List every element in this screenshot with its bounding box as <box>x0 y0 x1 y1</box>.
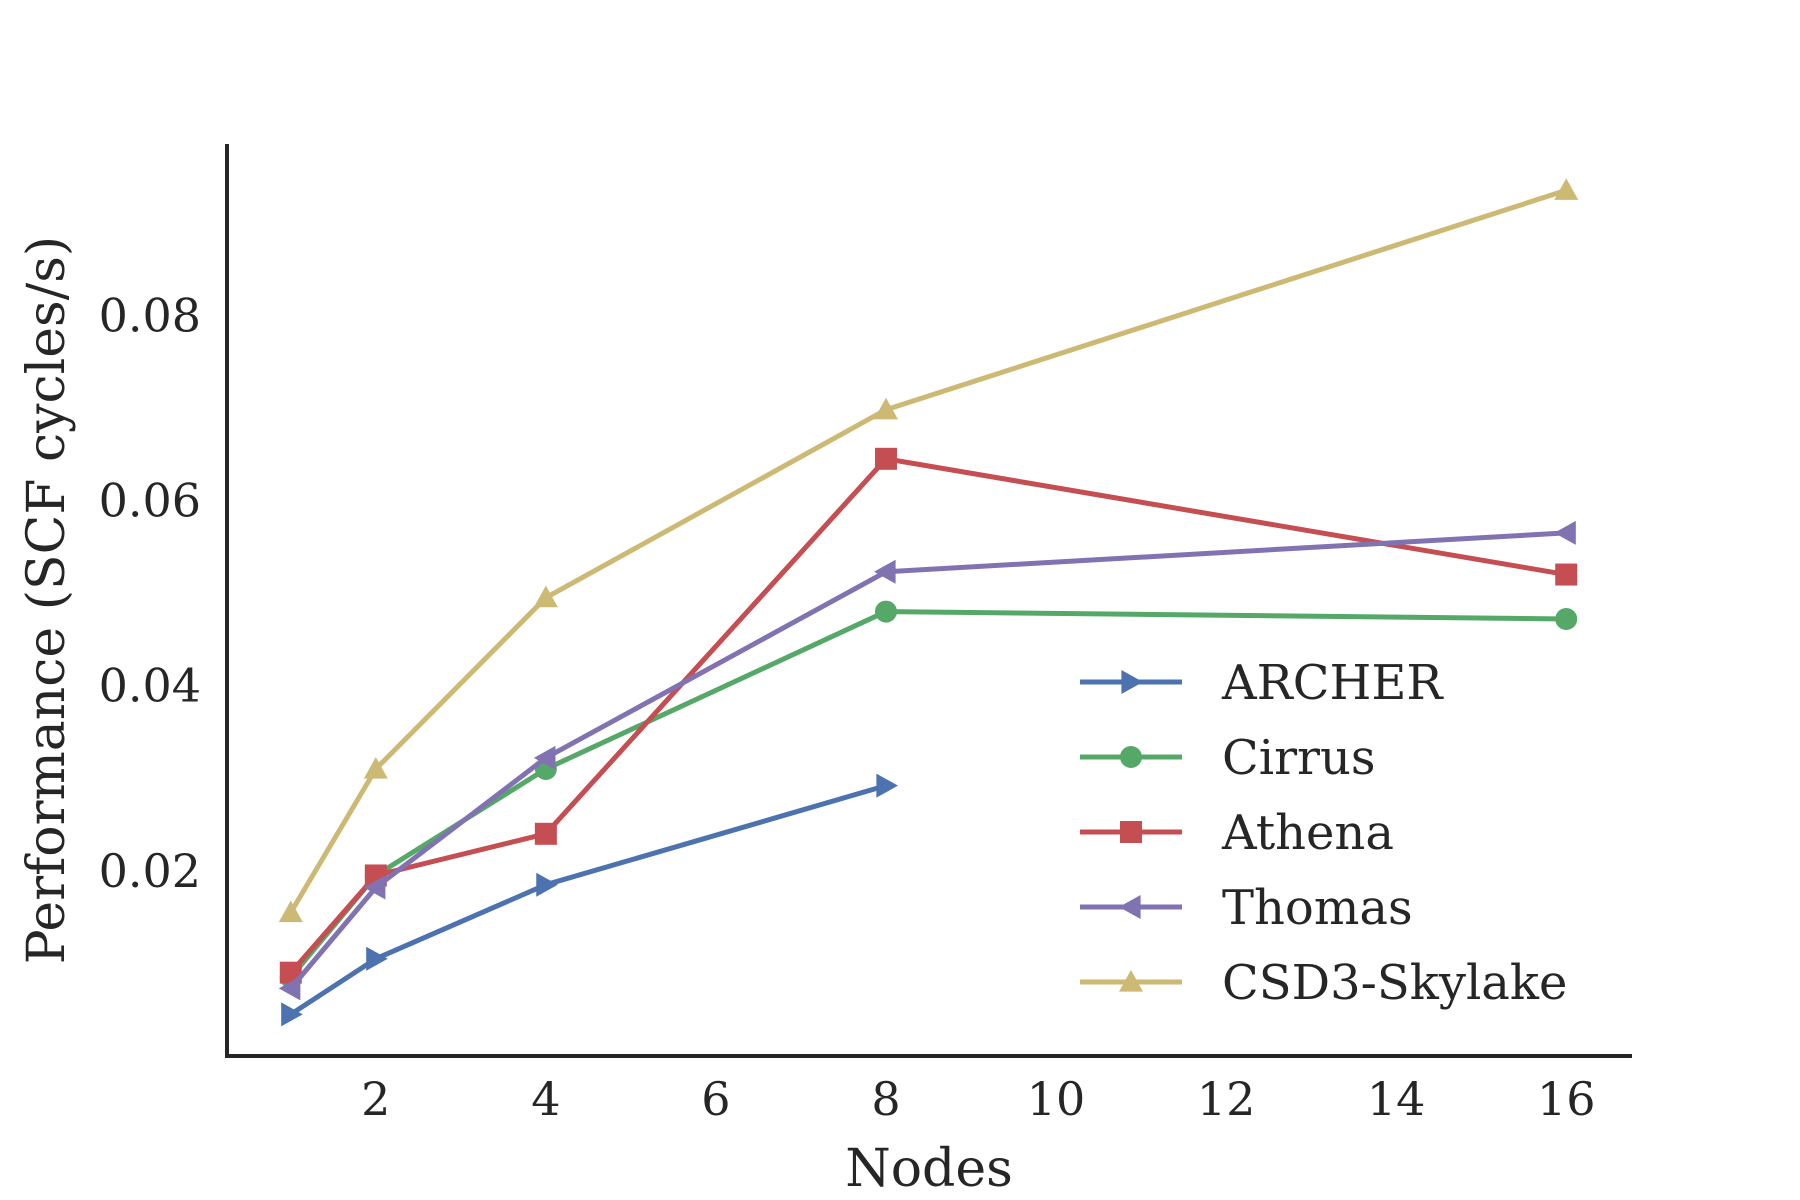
x-tick-label: 10 <box>1027 1072 1086 1126</box>
legend-marker-thomas <box>1119 895 1141 919</box>
x-tick-label: 2 <box>361 1072 390 1126</box>
data-point-archer <box>281 1002 303 1027</box>
legend-item-athena: Athena <box>1080 805 1394 861</box>
y-tick-label: 0.06 <box>99 473 201 527</box>
legend-label-thomas: Thomas <box>1222 880 1413 936</box>
y-tick-label: 0.08 <box>99 288 201 342</box>
data-point-archer <box>366 946 388 971</box>
x-tick-label: 14 <box>1367 1072 1426 1126</box>
y-tick-label: 0.04 <box>99 659 201 713</box>
legend-label-cirrus: Cirrus <box>1222 730 1376 786</box>
series-thomas <box>278 520 1576 1001</box>
axes <box>225 144 1632 1058</box>
legend-marker-csd3-skylake <box>1119 970 1143 992</box>
legend-label-athena: Athena <box>1221 805 1394 861</box>
x-axis-title: Nodes <box>845 1139 1013 1199</box>
legend-item-cirrus: Cirrus <box>1080 730 1376 786</box>
x-tick-label: 16 <box>1537 1072 1596 1126</box>
data-point-archer <box>876 773 898 798</box>
data-point-thomas <box>278 976 301 1001</box>
x-tick-label: 4 <box>531 1072 560 1126</box>
data-point-archer <box>536 872 558 897</box>
x-tick-label: 12 <box>1197 1072 1256 1126</box>
data-point-athena <box>874 447 897 470</box>
data-point-thomas <box>873 559 896 584</box>
y-tick-labels: 0.02 0.04 0.06 0.08 <box>99 288 201 898</box>
legend-label-archer: ARCHER <box>1221 655 1444 711</box>
series-athena <box>279 447 1578 984</box>
x-tick-labels: 2 4 6 8 10 12 14 16 <box>361 1072 1595 1126</box>
data-point-csd3-skylake <box>363 756 388 779</box>
series-line-archer <box>289 783 887 1017</box>
series-archer <box>281 773 898 1027</box>
y-axis-title: Performance (SCF cycles/s) <box>17 236 77 964</box>
legend-marker-archer <box>1121 670 1143 694</box>
data-point-athena <box>534 822 557 845</box>
legend-item-csd3-skylake: CSD3-Skylake <box>1080 955 1567 1011</box>
data-point-thomas <box>363 875 386 900</box>
data-point-csd3-skylake <box>278 900 303 923</box>
data-point-athena <box>1555 563 1578 586</box>
data-point-thomas <box>1554 520 1576 545</box>
legend-item-thomas: Thomas <box>1080 880 1413 936</box>
data-point-csd3-skylake <box>873 397 898 420</box>
legend-marker-athena <box>1120 821 1142 843</box>
y-tick-label: 0.02 <box>99 844 201 898</box>
plot-series <box>278 178 1579 1027</box>
x-tick-label: 8 <box>871 1072 900 1126</box>
data-point-cirrus <box>1555 607 1578 630</box>
legend-marker-cirrus <box>1120 746 1142 768</box>
data-point-csd3-skylake <box>1554 178 1579 200</box>
legend: ARCHER Cirrus Athena Thomas CSD3-Skylake <box>1080 655 1567 1011</box>
data-point-cirrus <box>874 600 897 623</box>
legend-item-archer: ARCHER <box>1080 655 1444 711</box>
series-csd3-skylake <box>278 178 1579 923</box>
data-point-thomas <box>533 745 556 770</box>
x-tick-label: 6 <box>701 1072 730 1126</box>
data-point-csd3-skylake <box>533 585 558 608</box>
legend-label-csd3-skylake: CSD3-Skylake <box>1222 955 1567 1011</box>
